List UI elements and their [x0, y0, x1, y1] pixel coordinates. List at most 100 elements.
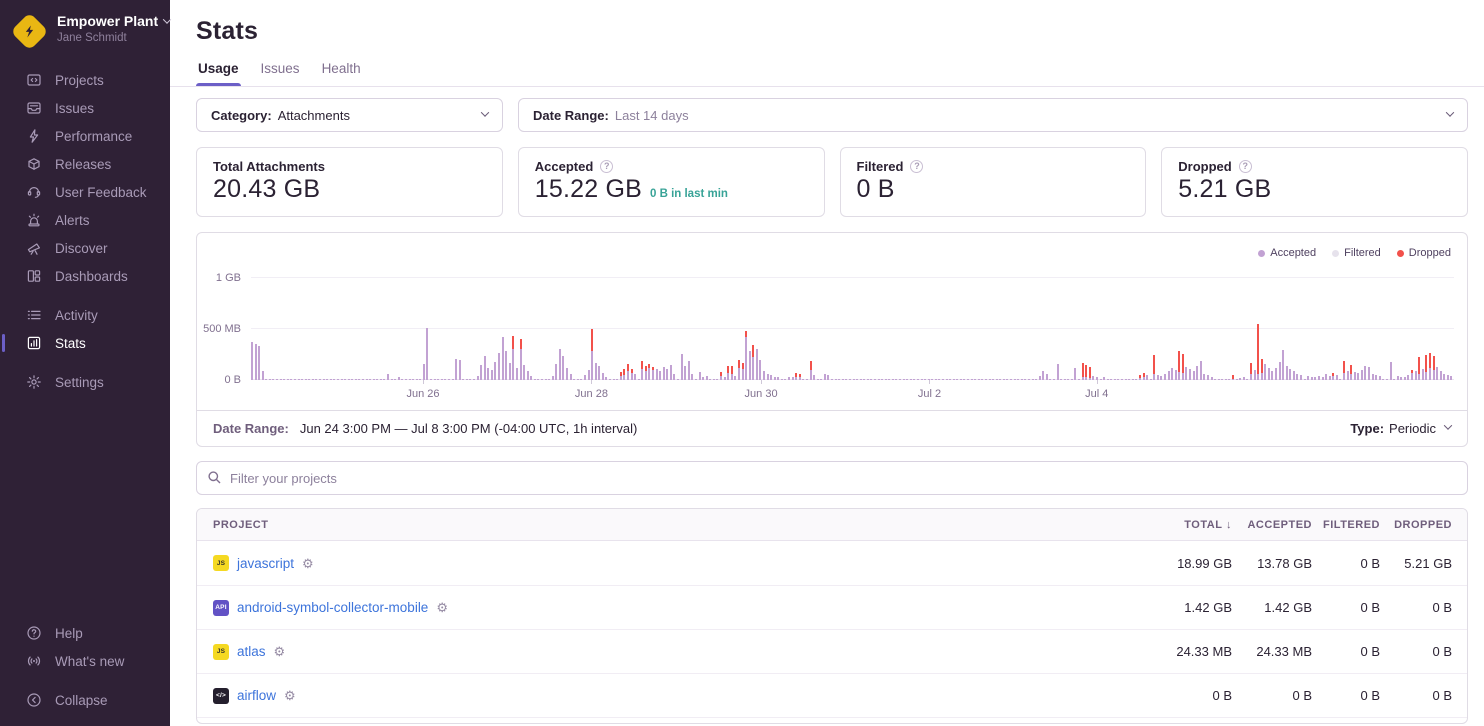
chart-bar: [1113, 379, 1116, 380]
chart-bar: [1131, 379, 1134, 380]
sidebar-item-stats[interactable]: Stats: [0, 329, 170, 357]
chart-bar: [1296, 374, 1299, 380]
y-axis-label: 500 MB: [203, 323, 241, 335]
chart-bar: [1092, 376, 1095, 380]
chart-bar: [974, 379, 977, 380]
chart-bar: [462, 379, 465, 380]
sidebar-item-performance[interactable]: Performance: [0, 122, 170, 150]
sidebar-item-discover[interactable]: Discover: [0, 234, 170, 262]
chart-bar: [268, 379, 271, 380]
chart-bar: [605, 377, 608, 380]
help-icon[interactable]: ?: [600, 160, 614, 173]
sidebar-item-collapse[interactable]: Collapse: [0, 686, 170, 714]
tab-health[interactable]: Health: [321, 61, 361, 76]
chart-bar: [555, 364, 558, 380]
project-link[interactable]: javascript: [237, 555, 295, 571]
date-range-select[interactable]: Date Range: Last 14 days: [518, 98, 1468, 132]
chart-bar: [508, 363, 511, 380]
chart-bar: [1138, 375, 1141, 380]
sidebar-item-activity[interactable]: Activity: [0, 301, 170, 329]
stat-card-label: Filtered: [856, 159, 904, 174]
sidebar-item-projects[interactable]: Projects: [0, 66, 170, 94]
chart-bar: [1063, 379, 1066, 380]
tab-issues[interactable]: Issues: [260, 61, 300, 76]
settings-icon: [25, 374, 42, 391]
chart-bar: [469, 379, 472, 380]
chart-bar: [959, 379, 962, 380]
chart-bar: [1002, 379, 1005, 380]
project-settings-gear-icon[interactable]: ⚙: [273, 644, 286, 659]
chart-bar: [755, 349, 758, 380]
table-row: </> airflow ⚙ 0 B 0 B 0 B 0 B: [197, 673, 1467, 717]
chart-bar: [852, 379, 855, 380]
dashboards-icon: [25, 268, 42, 285]
chart-bar: [372, 379, 375, 380]
sidebar-item-releases[interactable]: Releases: [0, 150, 170, 178]
chart-bar: [716, 379, 719, 380]
chart-bar: [1343, 361, 1345, 380]
project-filter-input[interactable]: [196, 461, 1468, 495]
chart-bar: [888, 379, 891, 380]
chart-bar: [326, 379, 329, 380]
chart-bar: [1056, 364, 1059, 380]
sidebar-item-help[interactable]: Help: [0, 619, 170, 647]
legend-item[interactable]: Accepted: [1258, 246, 1316, 260]
chart-bar: [1070, 379, 1073, 380]
chart-bar: [906, 379, 909, 380]
project-settings-gear-icon[interactable]: ⚙: [302, 555, 314, 571]
sidebar-item-what-s-new[interactable]: What's new: [0, 647, 170, 675]
sidebar-item-issues[interactable]: Issues: [0, 94, 170, 122]
project-link[interactable]: airflow: [237, 688, 277, 703]
discover-icon: [25, 240, 42, 257]
chart-bar: [813, 375, 816, 380]
project-link[interactable]: android-symbol-collector-mobile: [237, 600, 429, 615]
chart-bar: [712, 379, 715, 380]
chart-bar: [780, 379, 783, 380]
chart-bar: [1174, 370, 1177, 380]
chart-bar: [251, 342, 253, 380]
project-settings-gear-icon[interactable]: ⚙: [284, 688, 296, 703]
chart-bar: [1274, 368, 1277, 380]
chart-bar: [981, 379, 984, 380]
chart-bar: [684, 366, 687, 380]
legend-item[interactable]: Dropped: [1396, 246, 1451, 260]
chart-bar: [1103, 377, 1106, 380]
sidebar-item-alerts[interactable]: Alerts: [0, 206, 170, 234]
chart-bar: [1235, 379, 1238, 380]
chart-bar: [924, 379, 927, 380]
usage-chart[interactable]: 0 B 500 MB 1 GB Jun 26 Jun 28 Jun 30 Jul 2 Jul…: [197, 260, 1454, 410]
chart-bar: [515, 368, 518, 380]
chart-bar: [498, 353, 501, 380]
help-icon[interactable]: ?: [1238, 160, 1252, 173]
chart-bar: [329, 379, 332, 380]
column-header-project: PROJECT: [213, 518, 269, 531]
chart-bar: [762, 371, 765, 380]
chart-bar: [609, 379, 612, 380]
sidebar-item-dashboards[interactable]: Dashboards: [0, 262, 170, 290]
org-switcher[interactable]: Empower Plant Jane Schmidt: [0, 0, 172, 51]
sidebar-item-user-feedback[interactable]: User Feedback: [0, 178, 170, 206]
legend-item[interactable]: Filtered: [1332, 246, 1381, 260]
chart-bar: [394, 379, 397, 380]
chart-bar: [1156, 375, 1159, 380]
chart-type-select[interactable]: Type: Periodic: [1350, 421, 1453, 436]
chart-bar: [831, 379, 834, 380]
column-header-total[interactable]: TOTAL ↓: [1184, 518, 1232, 531]
tab-usage[interactable]: Usage: [196, 61, 241, 86]
chart-bar: [1031, 379, 1034, 380]
project-link[interactable]: atlas: [237, 644, 266, 659]
category-select[interactable]: Category: Attachments: [196, 98, 503, 132]
chart-bar: [383, 379, 386, 380]
sidebar-item-settings[interactable]: Settings: [0, 368, 170, 396]
platform-icon: JS: [213, 555, 229, 571]
chart-bar: [254, 344, 257, 380]
help-icon[interactable]: ?: [910, 160, 924, 173]
project-settings-gear-icon[interactable]: ⚙: [436, 600, 448, 615]
sort-desc-icon: ↓: [1222, 518, 1232, 531]
chart-bar: [476, 376, 479, 380]
chart-bar: [494, 362, 497, 380]
chart-bar: [630, 369, 633, 380]
chart-bar: [1310, 377, 1313, 380]
chart-bar: [315, 379, 318, 380]
chart-bar: [1389, 362, 1392, 380]
